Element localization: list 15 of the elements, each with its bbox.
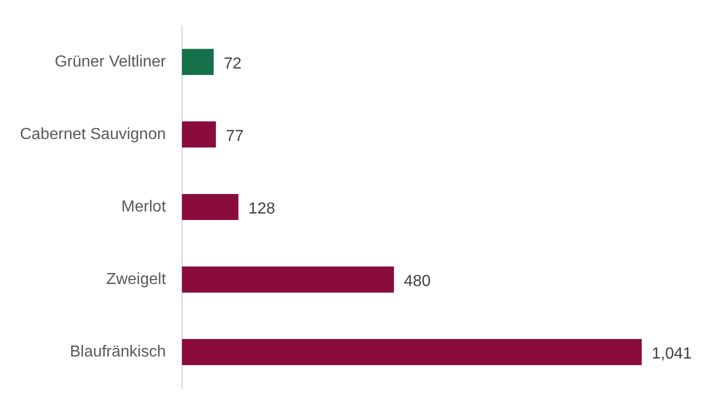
data-label: 77 [226,128,244,145]
bar [182,266,394,293]
data-label: 128 [248,200,276,218]
data-label: 1,041 [652,346,692,363]
bar [182,194,238,220]
y-tick-label: Merlot [121,198,166,216]
bar [182,339,642,366]
y-tick-label: Blaufränkisch [70,344,166,361]
y-tick-label: Zweigelt [106,270,166,288]
bar [182,121,216,148]
data-label: 72 [224,55,242,72]
y-tick-label: Grüner Veltliner [54,53,167,70]
y-tick-label: Cabernet Sauvignon [20,126,166,143]
bar [182,48,214,75]
data-label: 480 [404,272,431,290]
